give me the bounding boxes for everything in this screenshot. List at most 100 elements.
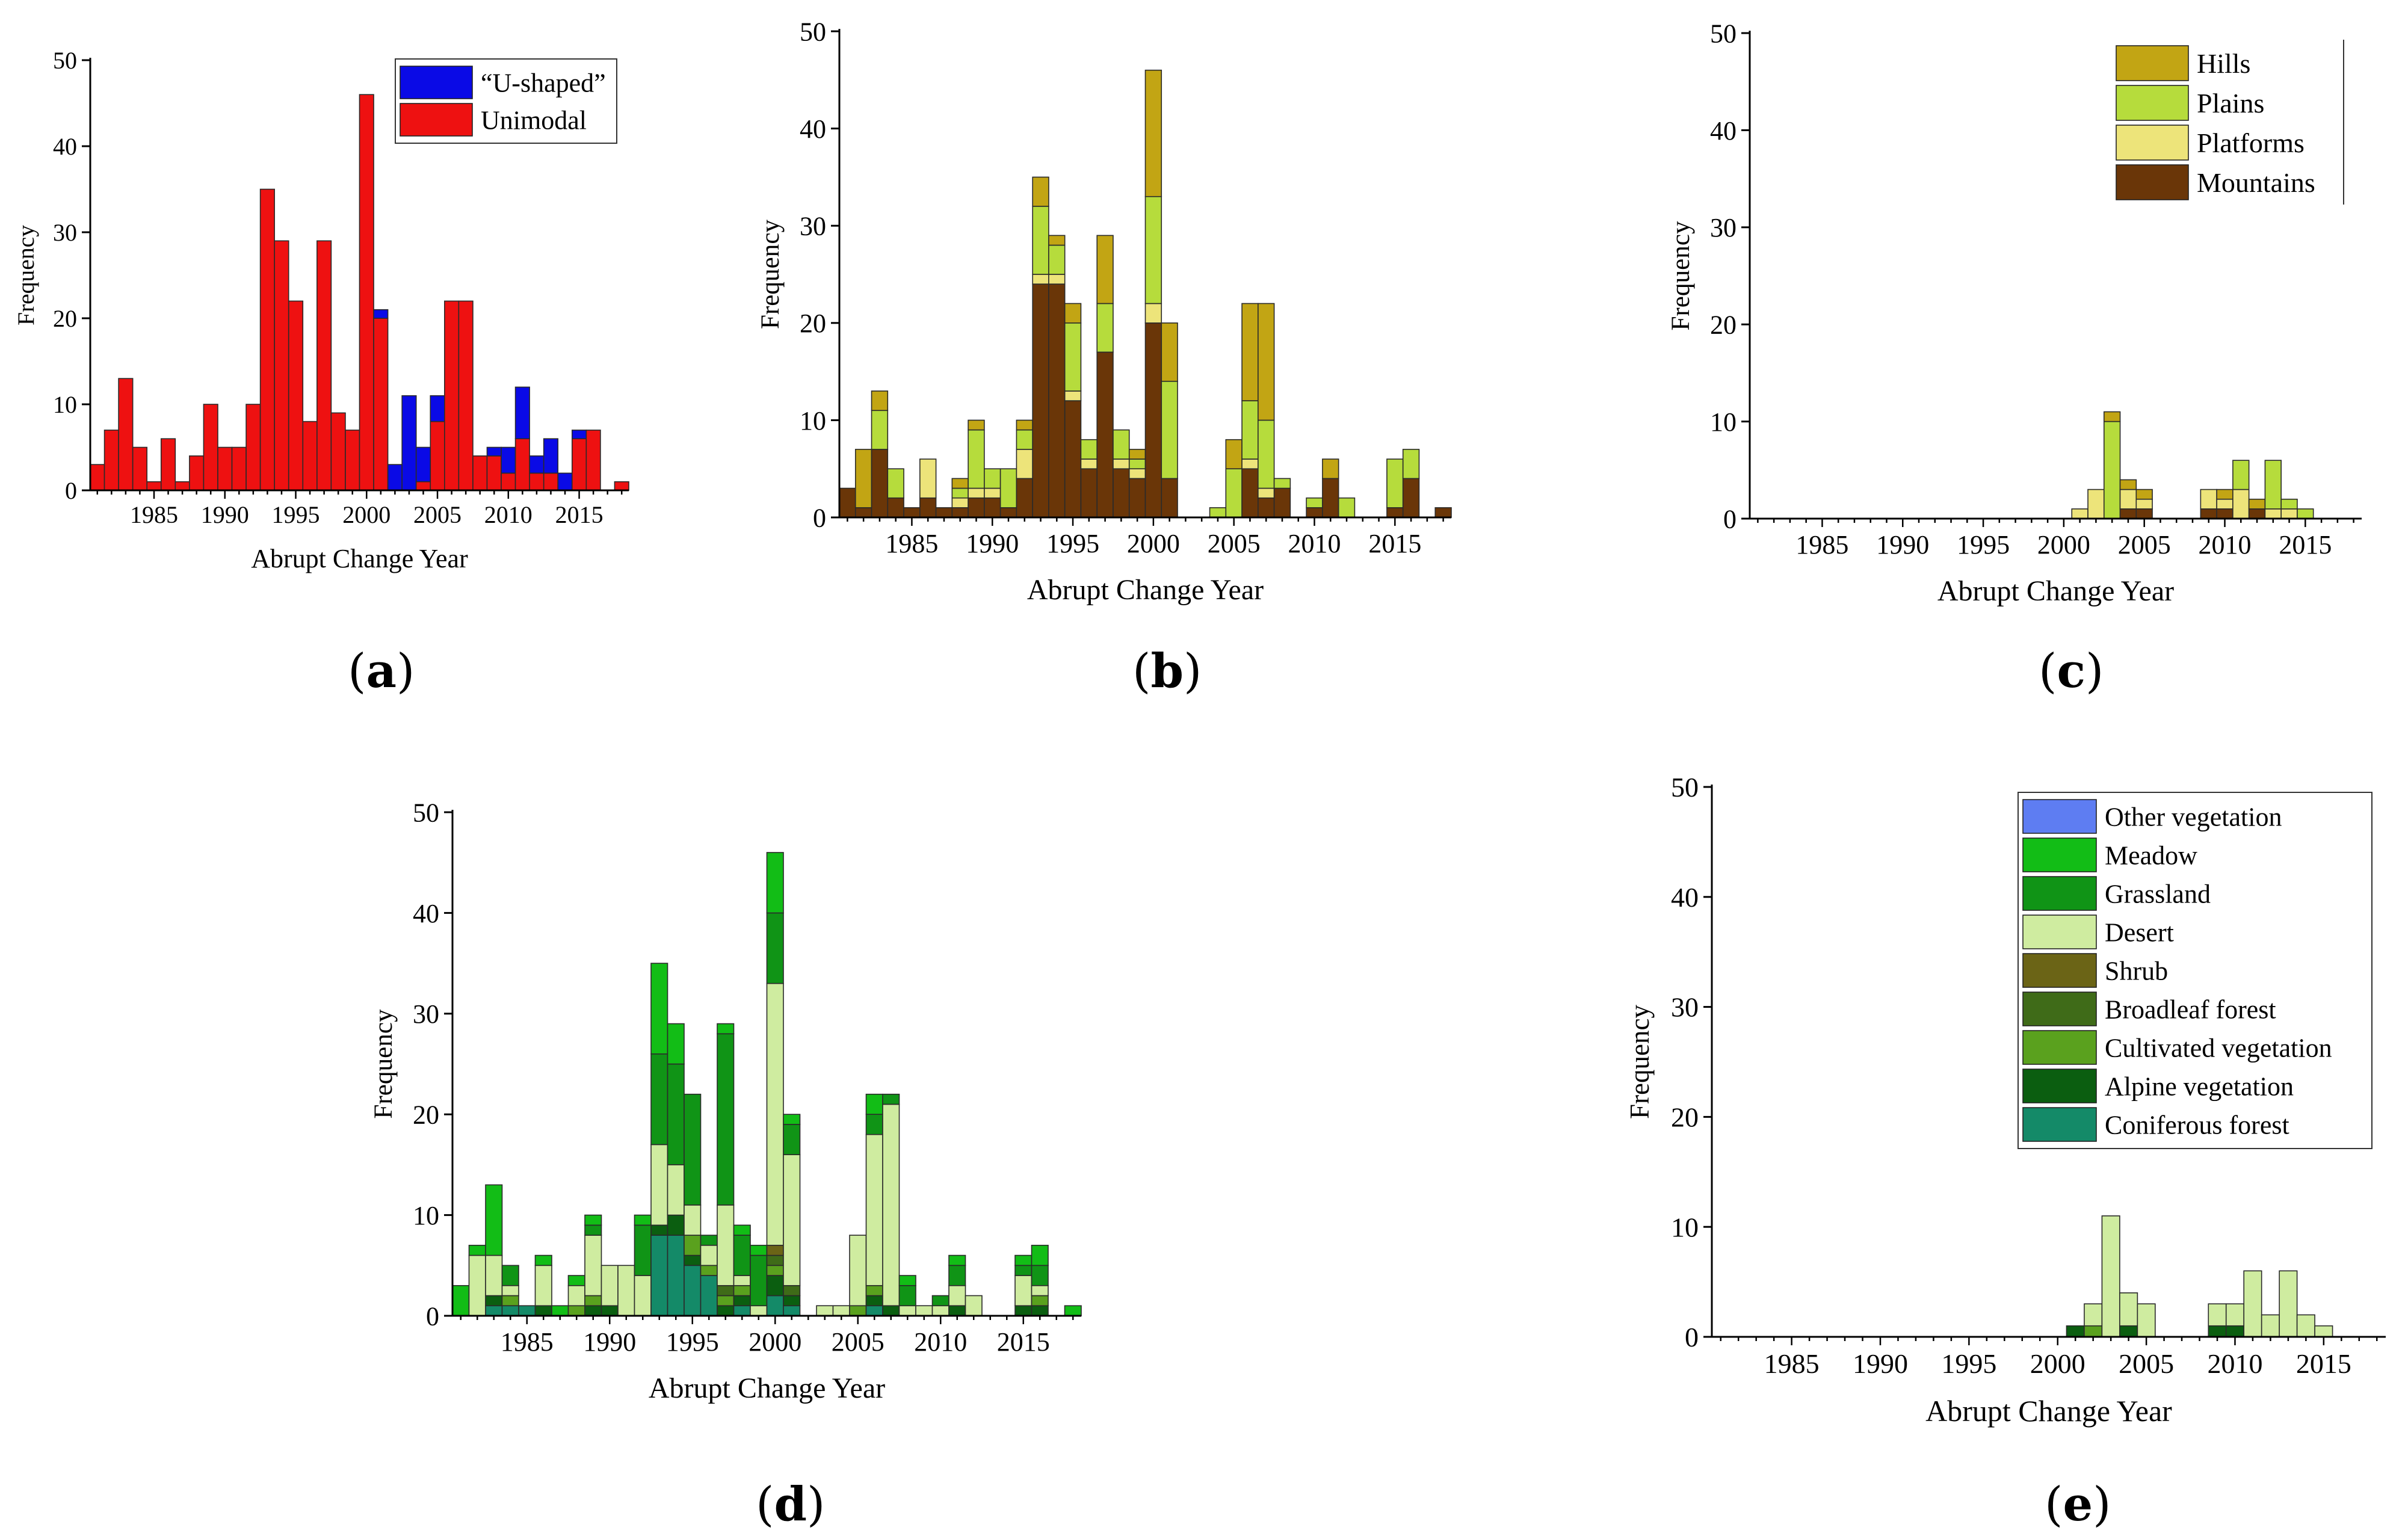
bar-a-1998-unimodal [330,412,346,491]
bar-e-2014-desert [2296,1314,2315,1337]
bar-a-1982-unimodal [103,430,119,491]
x-tick-label-e-2015: 2015 [2296,1348,2351,1379]
bar-a-2003-ushaped [401,395,417,491]
bar-a-2013-unimodal [543,472,559,491]
bar-b-1996-mountains [1080,468,1098,518]
bar-d-1984-cultivatedvegetation [501,1295,519,1307]
bar-b-1991-plains [999,468,1017,508]
y-tick-label-c-30: 30 [1710,213,1737,242]
bar-e-2010-alpinevegetation [2225,1325,2245,1337]
panel-label-d: (d) [756,1477,826,1532]
bar-b-1982-mountains [854,507,872,518]
bar-b-1993-plains [1032,206,1049,275]
y-tick-label-d-40: 40 [413,899,439,928]
bar-c-2004-hills [2119,479,2137,490]
bar-b-1998-platforms [1113,458,1130,469]
bar-b-1993-mountains [1032,283,1049,518]
x-tick-label-d-1985: 1985 [501,1327,554,1357]
bar-d-1993-alpinevegetation [650,1224,668,1236]
bar-b-2000-hills [1144,69,1162,197]
x-tick-label-b-1985: 1985 [885,529,938,558]
y-axis-title-e: Frequency [1625,1005,1655,1119]
y-tick-label-a-30: 30 [53,219,77,246]
bar-d-1996-cultivatedvegetation [700,1265,718,1276]
bar-b-2012-plains [1338,497,1356,518]
y-tick-label-b-10: 10 [800,406,826,436]
y-tick-label-b-20: 20 [800,309,826,338]
bar-e-2001-alpinevegetation [2066,1325,2085,1337]
bar-d-1986-meadow [534,1254,552,1266]
x-tick-label-a-2005: 2005 [413,501,462,528]
legend-label-e-meadow: Meadow [2105,840,2197,870]
bar-e-2010-desert [2225,1303,2245,1327]
x-tick-label-a-1985: 1985 [130,501,178,528]
bar-b-1989-platforms [968,487,985,499]
bar-a-2000-unimodal [359,94,374,491]
bar-a-1987-unimodal [174,481,190,491]
bar-a-2014-ushaped [557,472,573,491]
bar-d-1995-desert [684,1204,702,1236]
bar-d-2016-grassland [1031,1265,1049,1286]
legend-label-e-broadleafforest: Broadleaf forest [2105,995,2276,1024]
bar-c-2010-platforms [2216,498,2234,510]
bar-e-2013-desert [2279,1270,2298,1337]
y-tick-label-a-50: 50 [53,47,77,74]
legend-label-c-hills: Hills [2197,48,2250,79]
bar-a-2013-ushaped [543,438,559,474]
legend-label-c-plains: Plains [2197,88,2264,119]
x-tick-label-b-2010: 2010 [1288,529,1341,558]
bar-d-2000-broadleafforest [766,1254,784,1266]
bar-b-1994-hills [1048,235,1066,246]
bar-a-1992-unimodal [245,404,261,491]
y-tick-label-c-10: 10 [1710,407,1737,437]
bar-a-1996-unimodal [302,421,318,491]
bar-d-1994-coniferousforest [667,1235,685,1316]
bar-d-1998-coniferousforest [733,1305,751,1316]
bar-d-1994-grassland [667,1063,685,1165]
bar-b-1982-hills [854,449,872,508]
bar-a-2011-unimodal [514,438,530,491]
bar-b-2001-plains [1161,380,1178,480]
x-axis-title-d: Abrupt Change Year [649,1372,885,1404]
bar-b-1994-platforms [1048,274,1066,285]
bar-b-2000-platforms [1144,303,1162,324]
bar-d-2011-alpinevegetation [948,1305,966,1316]
y-tick-label-c-50: 50 [1710,19,1737,48]
bar-d-1996-grassland [700,1235,718,1246]
bar-d-2006-desert [865,1133,883,1286]
bar-b-1989-plains [968,429,985,489]
x-tick-label-a-1995: 1995 [272,501,320,528]
panel-label-a: (a) [348,644,415,699]
bar-e-2009-desert [2208,1303,2227,1327]
bar-b-1990-platforms [984,487,1001,499]
bar-d-2016-cultivatedvegetation [1031,1295,1049,1307]
bar-b-2004-plains [1209,507,1227,518]
bar-d-1984-grassland [501,1265,519,1286]
bar-d-1993-coniferousforest [650,1235,668,1316]
legend-label-a-unimodal: Unimodal [481,105,587,135]
bar-d-2008-meadow [898,1275,916,1286]
bar-b-1995-plains [1064,322,1082,392]
bar-b-1992-mountains [1016,478,1033,518]
bar-a-2010-unimodal [501,472,516,491]
bar-b-1983-hills [871,390,889,412]
y-tick-label-d-50: 50 [413,798,439,827]
bar-a-2005-unimodal [430,421,445,491]
y-tick-label-b-50: 50 [800,17,826,46]
legend-swatch-a-unimodal [400,103,473,137]
bar-b-1999-platforms [1128,468,1146,480]
bar-b-2008-plains [1273,478,1291,489]
bar-b-2000-mountains [1144,322,1162,518]
bar-d-1995-coniferousforest [684,1265,702,1316]
bar-d-2015-alpinevegetation [1014,1305,1033,1316]
bar-d-1988-meadow [567,1275,585,1286]
bar-b-2007-platforms [1258,487,1275,499]
bar-d-2006-coniferousforest [865,1305,883,1316]
bar-a-2002-ushaped [387,464,403,491]
bar-b-1995-platforms [1064,390,1082,401]
bar-b-2016-plains [1402,449,1420,480]
bar-d-1993-desert [650,1144,668,1226]
legend-label-e-alpinevegetation: Alpine vegetation [2105,1072,2294,1101]
bar-c-2013-platforms [2264,508,2282,519]
x-tick-label-e-1995: 1995 [1941,1348,1996,1379]
